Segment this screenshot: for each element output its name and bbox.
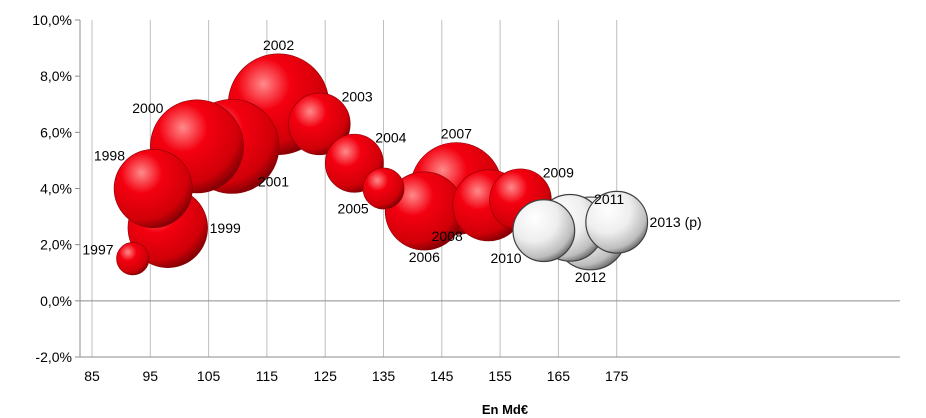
data-label-2004: 2004 <box>375 129 406 145</box>
bubble-1998 <box>114 149 192 227</box>
x-tick-label: 155 <box>488 368 512 384</box>
x-tick-label: 95 <box>143 368 159 384</box>
x-tick-label: 145 <box>430 368 454 384</box>
x-tick-label: 115 <box>256 368 279 384</box>
data-label-2010: 2010 <box>490 250 521 266</box>
data-label-2009: 2009 <box>543 165 574 181</box>
data-label-1999: 1999 <box>210 220 241 236</box>
x-axis-title: En Md€ <box>482 402 528 417</box>
x-tick-label: 125 <box>314 368 338 384</box>
y-tick-label: 0,0% <box>40 293 72 309</box>
bubble-1997 <box>117 242 150 275</box>
data-label-1997: 1997 <box>82 242 113 258</box>
y-tick-label: 4,0% <box>40 181 72 197</box>
data-label-2012: 2012 <box>575 269 606 285</box>
data-label-2013-p: 2013 (p) <box>650 214 702 230</box>
x-tick-label: 135 <box>372 368 396 384</box>
data-label-2000: 2000 <box>132 100 163 116</box>
data-label-2011: 2011 <box>594 191 624 207</box>
data-label-2005: 2005 <box>338 200 369 216</box>
data-label-2003: 2003 <box>342 89 373 105</box>
bubble-2010 <box>513 200 575 262</box>
data-label-2007: 2007 <box>441 126 472 142</box>
data-label-1998: 1998 <box>94 147 125 163</box>
y-tick-label: 8,0% <box>40 68 72 84</box>
y-tick-label: 2,0% <box>40 237 72 253</box>
data-label-2008: 2008 <box>432 228 463 244</box>
data-label-2001: 2001 <box>258 173 289 189</box>
x-tick-label: 175 <box>605 368 629 384</box>
data-label-2006: 2006 <box>409 249 440 265</box>
y-tick-label: -2,0% <box>35 349 72 365</box>
data-label-2002: 2002 <box>263 37 294 53</box>
x-tick-label: 85 <box>84 368 100 384</box>
x-tick-label: 105 <box>197 368 221 384</box>
y-tick-label: 10,0% <box>32 12 72 28</box>
y-tick-label: 6,0% <box>40 124 72 140</box>
x-tick-label: 165 <box>547 368 571 384</box>
bubble-2005 <box>363 168 404 209</box>
